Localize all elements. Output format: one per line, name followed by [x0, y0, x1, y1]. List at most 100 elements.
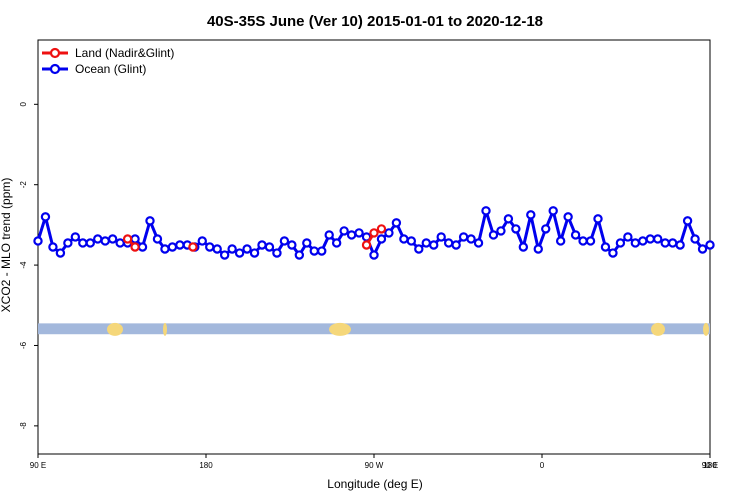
point-ocean-48 — [391, 218, 402, 228]
point-land-3 — [361, 240, 372, 250]
point-ocean-14 — [137, 242, 148, 252]
point-ocean-36 — [302, 238, 312, 248]
point-ocean-71 — [563, 212, 573, 222]
point-ocean-66 — [526, 210, 536, 220]
point-ocean-1 — [40, 212, 51, 222]
point-ocean-65 — [518, 242, 529, 252]
point-ocean-11 — [115, 238, 125, 248]
y-tick-label-4: -8 — [19, 422, 28, 430]
ocean-band — [38, 323, 710, 335]
point-ocean-80 — [630, 238, 641, 248]
point-ocean-72 — [570, 230, 581, 240]
x-tick-label-0: 90 E — [30, 461, 46, 470]
point-ocean-29 — [249, 248, 260, 258]
point-ocean-34 — [287, 240, 297, 250]
point-ocean-24 — [212, 244, 222, 254]
point-ocean-19 — [175, 240, 185, 250]
point-ocean-5 — [70, 232, 81, 242]
point-land-5 — [376, 224, 387, 234]
point-ocean-55 — [443, 238, 454, 248]
point-ocean-51 — [414, 244, 424, 254]
point-ocean-27 — [234, 248, 245, 258]
point-ocean-75 — [593, 214, 603, 224]
point-ocean-68 — [541, 224, 551, 234]
point-ocean-86 — [675, 240, 685, 250]
land-patch-1 — [163, 322, 167, 336]
y-axis-ticks: 0 -2 -4 -6 -8 — [19, 102, 38, 430]
point-ocean-8 — [93, 234, 103, 244]
point-ocean-18 — [167, 242, 178, 252]
point-ocean-84 — [660, 238, 670, 248]
point-ocean-40 — [331, 238, 342, 248]
point-ocean-76 — [600, 242, 611, 252]
point-ocean-56 — [451, 240, 461, 250]
point-ocean-88 — [690, 234, 700, 244]
point-ocean-47 — [384, 228, 394, 238]
point-ocean-4 — [63, 238, 73, 248]
land-patch-4 — [703, 322, 709, 336]
point-ocean-82 — [645, 234, 655, 244]
land-patch-3 — [651, 322, 665, 336]
point-ocean-31 — [264, 242, 275, 252]
land-band — [38, 322, 710, 336]
point-ocean-78 — [615, 238, 626, 248]
point-ocean-77 — [608, 248, 618, 258]
point-ocean-87 — [682, 216, 693, 226]
point-ocean-70 — [555, 236, 566, 246]
point-ocean-43 — [354, 228, 364, 238]
point-ocean-58 — [466, 234, 476, 244]
point-ocean-64 — [511, 224, 521, 234]
y-tick-label-3: -6 — [19, 341, 28, 349]
x-tick-label-4: 90 E — [702, 461, 718, 470]
point-ocean-26 — [227, 244, 237, 254]
point-ocean-49 — [399, 234, 409, 244]
series-group — [33, 206, 715, 260]
point-ocean-6 — [78, 238, 88, 248]
point-ocean-46 — [376, 234, 387, 244]
point-ocean-73 — [578, 236, 588, 246]
x-axis-label: Longitude (deg E) — [327, 477, 422, 491]
point-ocean-10 — [107, 234, 118, 244]
x-tick-label-5: 180 — [703, 461, 717, 470]
legend: Land (Nadir&Glint) Ocean (Glint) — [42, 46, 174, 76]
point-ocean-61 — [488, 230, 499, 240]
point-ocean-67 — [533, 244, 543, 254]
point-ocean-63 — [503, 214, 514, 224]
point-ocean-45 — [369, 250, 379, 260]
point-ocean-30 — [257, 240, 267, 250]
point-ocean-23 — [205, 242, 215, 252]
point-ocean-0 — [33, 236, 43, 246]
point-land-2 — [188, 242, 198, 252]
point-ocean-13 — [130, 234, 140, 244]
series-land — [122, 224, 387, 252]
point-ocean-33 — [279, 236, 290, 246]
point-ocean-60 — [481, 206, 491, 216]
point-ocean-39 — [324, 230, 334, 240]
point-ocean-53 — [429, 240, 439, 250]
point-ocean-37 — [309, 246, 319, 256]
point-land-1 — [130, 242, 140, 252]
point-ocean-59 — [473, 238, 484, 248]
legend-marker-land — [49, 47, 61, 59]
legend-marker-ocean — [49, 63, 61, 75]
y-axis-label: XCO2 - MLO trend (ppm) — [0, 178, 13, 313]
x-tick-label-3: 0 — [540, 461, 545, 470]
point-ocean-54 — [436, 232, 446, 242]
point-ocean-90 — [705, 240, 715, 250]
legend-label-ocean: Ocean (Glint) — [75, 62, 146, 76]
point-ocean-22 — [197, 236, 207, 246]
point-ocean-41 — [339, 226, 349, 236]
point-ocean-38 — [317, 246, 327, 256]
point-ocean-15 — [145, 216, 155, 226]
point-ocean-52 — [421, 238, 431, 248]
point-ocean-50 — [406, 236, 417, 246]
point-ocean-89 — [697, 244, 708, 254]
point-ocean-9 — [100, 236, 110, 246]
point-ocean-83 — [653, 234, 663, 244]
point-land-0 — [122, 234, 133, 244]
y-tick-label-1: -2 — [19, 181, 28, 189]
point-ocean-17 — [160, 244, 170, 254]
